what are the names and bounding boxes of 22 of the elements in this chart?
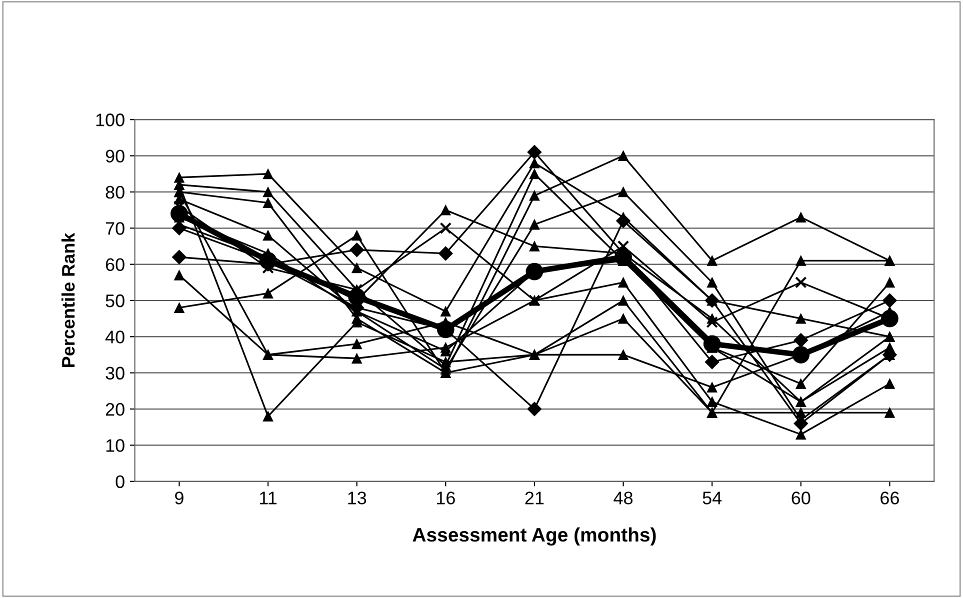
- y-tick-label: 10: [106, 439, 124, 452]
- x-tick-label: 48: [614, 492, 633, 504]
- y-tick-label: 0: [116, 475, 124, 488]
- y-tick-label: 40: [105, 330, 124, 344]
- y-tick-label: 20: [106, 402, 124, 416]
- x-tick-label: 9: [175, 492, 184, 504]
- y-axis-title: Percentile Rank: [61, 232, 75, 368]
- y-tick-label: 90: [106, 150, 124, 162]
- x-tick-label: 60: [792, 492, 810, 504]
- y-tick-label: 70: [106, 222, 124, 235]
- y-tick-label: 80: [106, 186, 124, 199]
- x-axis-title: Assessment Age (months): [412, 527, 656, 546]
- x-tick-label: 16: [436, 492, 455, 504]
- x-tick-label: 21: [525, 492, 544, 504]
- y-tick-label: 50: [106, 294, 124, 308]
- x-tick-label: 66: [880, 492, 899, 504]
- x-tick-label: 13: [348, 492, 366, 504]
- x-tick-label: 11: [260, 492, 277, 504]
- y-tick-label: 30: [106, 366, 124, 380]
- y-tick-label: 60: [106, 258, 124, 272]
- y-tick-label: 100: [96, 114, 124, 126]
- x-tick-label: 54: [702, 492, 722, 504]
